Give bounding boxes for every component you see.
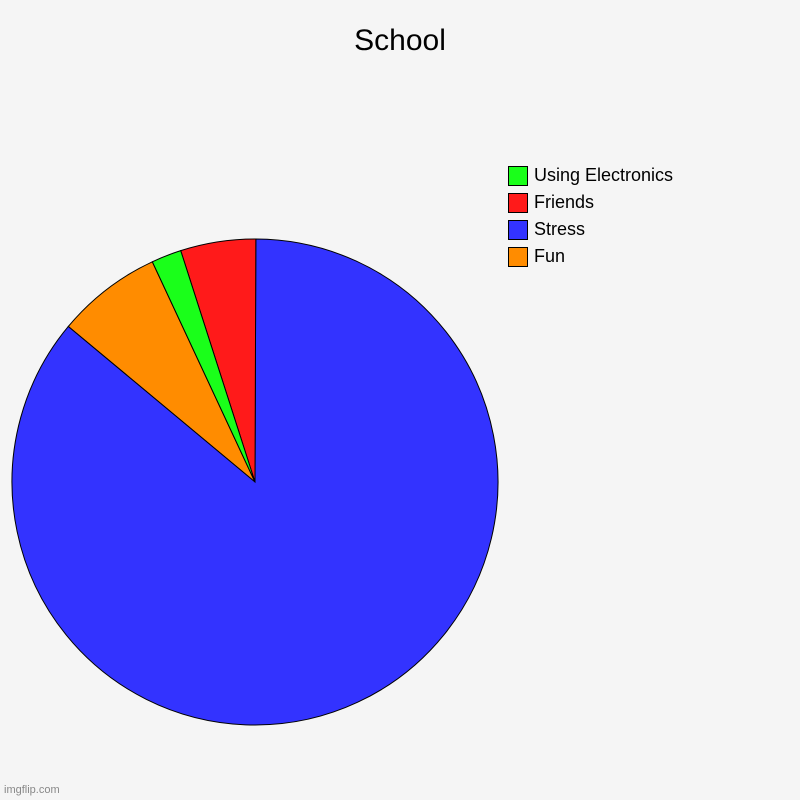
legend-item: Stress xyxy=(508,219,673,240)
legend-label: Stress xyxy=(534,219,585,240)
legend-item: Using Electronics xyxy=(508,165,673,186)
legend-swatch xyxy=(508,193,528,213)
legend-label: Using Electronics xyxy=(534,165,673,186)
legend-label: Friends xyxy=(534,192,594,213)
legend: Using Electronics Friends Stress Fun xyxy=(508,165,673,273)
legend-item: Fun xyxy=(508,246,673,267)
pie-chart xyxy=(10,237,500,732)
legend-item: Friends xyxy=(508,192,673,213)
watermark: imgflip.com xyxy=(4,784,60,796)
legend-swatch xyxy=(508,247,528,267)
legend-swatch xyxy=(508,220,528,240)
chart-title: School xyxy=(0,24,800,58)
chart-stage: School Using Electronics Friends Stress Fun… xyxy=(0,0,800,800)
legend-label: Fun xyxy=(534,246,565,267)
pie-svg xyxy=(10,237,500,727)
legend-swatch xyxy=(508,166,528,186)
